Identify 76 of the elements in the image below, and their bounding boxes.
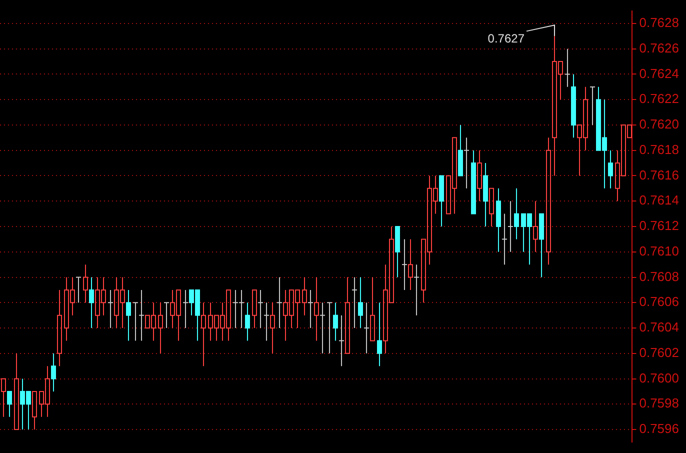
candlestick bbox=[489, 188, 494, 227]
y-tick-label: 0.7612 bbox=[639, 218, 680, 234]
candlestick bbox=[270, 302, 275, 354]
y-tick-label: 0.7598 bbox=[639, 396, 680, 411]
candlestick bbox=[590, 86, 596, 126]
candlestick bbox=[32, 390, 37, 430]
candlestick bbox=[364, 302, 370, 354]
y-tick-label: 0.7626 bbox=[639, 40, 680, 56]
y-tick-label: 0.7614 bbox=[639, 192, 680, 208]
y-tick-label: 0.7596 bbox=[639, 421, 680, 436]
candlestick bbox=[395, 226, 400, 278]
candlestick bbox=[320, 302, 326, 354]
candlestick bbox=[158, 302, 163, 354]
candlestick bbox=[345, 276, 350, 354]
candlestick bbox=[326, 302, 332, 354]
y-tick-label: 0.7622 bbox=[639, 91, 680, 106]
candlestick bbox=[14, 352, 19, 430]
candlestick bbox=[245, 302, 250, 342]
candlestick bbox=[571, 74, 576, 138]
candlestick bbox=[83, 264, 88, 304]
candlestick bbox=[76, 276, 82, 304]
candlestick bbox=[1, 378, 6, 418]
candlestick bbox=[439, 175, 444, 227]
candlestick bbox=[402, 238, 408, 290]
candlestick bbox=[414, 264, 420, 316]
candlestick bbox=[370, 276, 375, 342]
candlestick bbox=[471, 150, 476, 214]
y-tick-label: 0.7616 bbox=[639, 167, 680, 182]
candlestick bbox=[533, 200, 538, 252]
y-tick-label: 0.7618 bbox=[639, 142, 680, 157]
candlestick bbox=[108, 289, 114, 329]
candlestick bbox=[377, 302, 382, 367]
candlestick bbox=[608, 150, 613, 189]
candlestick bbox=[333, 302, 338, 342]
candlestick bbox=[352, 276, 358, 329]
y-tick-label: 0.7606 bbox=[639, 294, 680, 310]
y-tick-label: 0.7604 bbox=[639, 320, 680, 335]
candlestick bbox=[164, 302, 170, 329]
y-tick-label: 0.7628 bbox=[639, 15, 680, 30]
candlestick bbox=[546, 137, 551, 266]
candlestick bbox=[464, 137, 470, 189]
candlestick bbox=[358, 276, 363, 329]
y-tick-label: 0.7602 bbox=[639, 344, 680, 360]
candlestick bbox=[308, 289, 314, 329]
candlestick bbox=[477, 150, 482, 202]
candlestick bbox=[201, 302, 206, 367]
y-tick-label: 0.7610 bbox=[639, 243, 680, 258]
candlestick bbox=[132, 302, 138, 342]
candlestick bbox=[496, 188, 501, 252]
candlestick bbox=[514, 188, 519, 240]
annotation: 0.7627 bbox=[488, 31, 525, 46]
candlestick bbox=[564, 48, 570, 88]
candlestick bbox=[252, 289, 257, 329]
candlestick bbox=[7, 390, 12, 418]
candlestick bbox=[458, 124, 463, 176]
candlestick bbox=[483, 162, 488, 227]
candlestick bbox=[508, 200, 514, 252]
y-tick-label: 0.7608 bbox=[639, 268, 680, 284]
candlestick bbox=[302, 276, 307, 316]
candlestick bbox=[182, 289, 188, 329]
candlestick bbox=[502, 213, 508, 266]
y-tick-label: 0.7620 bbox=[639, 116, 680, 132]
y-tick-label: 0.7624 bbox=[639, 66, 680, 81]
candlestick bbox=[51, 352, 56, 392]
candlestick bbox=[338, 314, 344, 367]
candlestick bbox=[408, 238, 413, 290]
candlestick bbox=[126, 289, 131, 342]
candlestick bbox=[276, 276, 282, 329]
candlestick bbox=[539, 213, 544, 278]
candlestick bbox=[264, 302, 270, 342]
candlestick bbox=[138, 289, 144, 342]
candlestick bbox=[89, 276, 94, 329]
y-tick-label: 0.7600 bbox=[639, 370, 680, 386]
candlestick bbox=[57, 289, 62, 367]
candlestick bbox=[258, 289, 264, 329]
candlestick bbox=[314, 276, 319, 342]
